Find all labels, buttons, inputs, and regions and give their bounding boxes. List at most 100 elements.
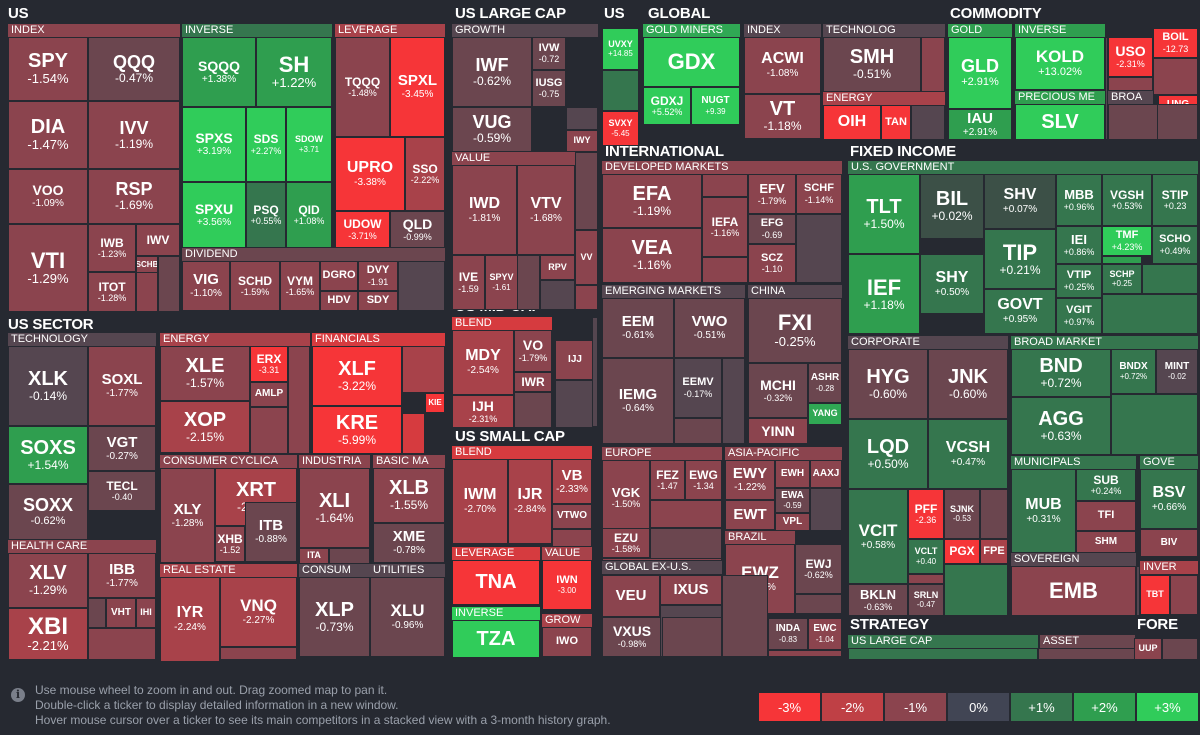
ticker-vgk[interactable]: VGK -1.50% [602, 460, 650, 535]
small-ticker-cell[interactable] [722, 358, 745, 444]
small-ticker-cell[interactable] [674, 418, 722, 444]
ticker-vym[interactable]: VYM -1.65% [280, 261, 320, 311]
ticker-upro[interactable]: UPRO -3.38% [335, 137, 405, 211]
ticker-schf[interactable]: SCHF -1.14% [796, 174, 842, 214]
ticker-xlp[interactable]: XLP -0.73% [299, 577, 370, 657]
ticker-vgit[interactable]: VGIT +0.97% [1056, 298, 1102, 334]
ticker-emb[interactable]: EMB [1011, 566, 1136, 616]
small-ticker-cell[interactable] [575, 285, 598, 310]
ticker-ivw[interactable]: IVW -0.72 [532, 37, 566, 70]
ticker-ivv[interactable]: IVV -1.19% [88, 101, 180, 169]
ticker-vpl[interactable]: VPL [775, 513, 810, 531]
ticker-sqqq[interactable]: SQQQ +1.38% [182, 37, 256, 107]
small-ticker-cell[interactable] [552, 529, 592, 547]
ticker-ief[interactable]: IEF +1.18% [848, 254, 920, 334]
ticker-ijj[interactable]: IJJ [555, 340, 595, 380]
ticker-oih[interactable]: OIH [823, 105, 881, 140]
ticker-vug[interactable]: VUG -0.59% [452, 107, 532, 152]
small-ticker-cell[interactable] [768, 650, 842, 657]
ticker-vcit[interactable]: VCIT +0.58% [848, 489, 908, 584]
ticker-itot[interactable]: ITOT -1.28% [88, 272, 136, 312]
ticker-stip[interactable]: STIP +0.23 [1152, 174, 1198, 226]
small-ticker-cell[interactable] [911, 105, 945, 140]
ticker-vb[interactable]: VB -2.33% [552, 459, 592, 504]
ticker-sdy[interactable]: SDY [358, 291, 398, 311]
ticker-govt[interactable]: GOVT +0.95% [984, 289, 1056, 334]
ticker-qid[interactable]: QID +1.08% [286, 182, 332, 248]
ticker-vxus[interactable]: VXUS -0.98% [602, 617, 662, 657]
small-ticker-cell[interactable] [1038, 648, 1135, 660]
small-ticker-cell[interactable] [566, 107, 598, 130]
ticker-dvy[interactable]: DVY -1.91 [358, 261, 398, 291]
small-ticker-cell[interactable] [848, 648, 1038, 660]
ticker-yang[interactable]: YANG [808, 403, 842, 425]
small-ticker-cell[interactable] [329, 548, 370, 564]
small-ticker-cell[interactable] [650, 500, 722, 528]
ticker-hyg[interactable]: HYG -0.60% [848, 349, 928, 419]
ticker-efg[interactable]: EFG -0.69 [748, 214, 796, 244]
ticker-pgx[interactable]: PGX [944, 539, 980, 564]
ticker-sub[interactable]: SUB +0.24% [1076, 469, 1136, 501]
ticker-mub[interactable]: MUB +0.31% [1011, 469, 1076, 553]
small-ticker-cell[interactable] [1105, 37, 1108, 140]
ticker-rsp[interactable]: RSP -1.69% [88, 169, 180, 224]
small-ticker-cell[interactable] [514, 392, 552, 428]
small-ticker-cell[interactable] [592, 317, 598, 427]
ticker-xle[interactable]: XLE -1.57% [160, 346, 250, 401]
ticker-scho[interactable]: SCHO +0.49% [1152, 226, 1198, 264]
ticker-eem[interactable]: EEM -0.61% [602, 298, 674, 358]
ticker-tmf[interactable]: TMF +4.23% [1102, 226, 1152, 256]
ticker-vig[interactable]: VIG -1.10% [182, 261, 230, 311]
ticker-mchi[interactable]: MCHI -0.32% [748, 363, 808, 418]
small-ticker-cell[interactable] [575, 152, 598, 230]
ticker-pff[interactable]: PFF -2.36 [908, 489, 944, 539]
small-ticker-cell[interactable] [1108, 104, 1158, 140]
ticker-inda[interactable]: INDA -0.83 [768, 618, 808, 650]
ticker-amlp[interactable]: AMLP [250, 382, 288, 407]
small-ticker-cell[interactable] [921, 37, 945, 92]
ticker-xly[interactable]: XLY -1.28% [160, 468, 215, 563]
ticker-ewy[interactable]: EWY -1.22% [725, 460, 775, 500]
small-ticker-cell[interactable] [1162, 638, 1198, 660]
ticker-sds[interactable]: SDS +2.27% [246, 107, 286, 182]
ticker-bsv[interactable]: BSV +0.66% [1140, 469, 1198, 529]
ticker-smh[interactable]: SMH -0.51% [823, 37, 921, 92]
small-ticker-cell[interactable] [156, 333, 160, 660]
ticker-fez[interactable]: FEZ -1.47 [650, 460, 685, 500]
small-ticker-cell[interactable] [88, 598, 106, 628]
ticker-gdxj[interactable]: GDXJ +5.52% [643, 87, 691, 125]
ticker-qqq[interactable]: QQQ -0.47% [88, 37, 180, 101]
ticker-mdy[interactable]: MDY -2.54% [452, 330, 514, 395]
small-ticker-cell[interactable] [650, 528, 722, 561]
ticker-ewh[interactable]: EWH [775, 460, 810, 488]
ticker-ewg[interactable]: EWG -1.34 [685, 460, 722, 500]
ticker-vti[interactable]: VTI -1.29% [8, 224, 88, 312]
ticker-vtwo[interactable]: VTWO [552, 504, 592, 529]
small-ticker-cell[interactable] [1136, 566, 1140, 616]
ticker-bndx[interactable]: BNDX +0.72% [1111, 349, 1156, 394]
ticker-ijr[interactable]: IJR -2.84% [508, 459, 552, 544]
ticker-boil[interactable]: BOIL -12.73 [1153, 28, 1198, 58]
ticker-iwy[interactable]: IWY [566, 130, 598, 152]
ticker-dgro[interactable]: DGRO [320, 261, 358, 291]
ticker-xli[interactable]: XLI -1.64% [299, 468, 370, 548]
ticker-mint[interactable]: MINT -0.02 [1156, 349, 1198, 394]
ticker-nugt[interactable]: NUGT +9.39 [691, 87, 740, 125]
ticker-tip[interactable]: TIP +0.21% [984, 229, 1056, 289]
ticker-dia[interactable]: DIA -1.47% [8, 101, 88, 169]
small-ticker-cell[interactable] [662, 617, 722, 657]
ticker-srln[interactable]: SRLN -0.47 [908, 584, 944, 616]
small-ticker-cell[interactable] [944, 564, 1008, 616]
ticker-vcsh[interactable]: VCSH +0.47% [928, 419, 1008, 489]
ticker-iwv[interactable]: IWV [136, 224, 180, 256]
ticker-aaxj[interactable]: AAXJ [810, 460, 842, 488]
ticker-vnq[interactable]: VNQ -2.27% [220, 577, 297, 647]
small-ticker-cell[interactable] [540, 280, 575, 310]
small-ticker-cell[interactable] [702, 257, 748, 283]
ticker-agg[interactable]: AGG +0.63% [1011, 397, 1111, 455]
small-ticker-cell[interactable] [158, 256, 180, 312]
ticker-jnk[interactable]: JNK -0.60% [928, 349, 1008, 419]
ticker-tqqq[interactable]: TQQQ -1.48% [335, 37, 390, 137]
ticker-vtv[interactable]: VTV -1.68% [517, 165, 575, 255]
small-ticker-cell[interactable] [402, 413, 425, 454]
